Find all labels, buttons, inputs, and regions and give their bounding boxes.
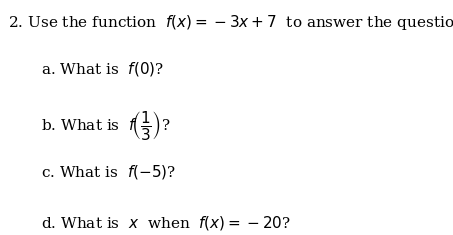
Text: b. What is  $f\!\left(\dfrac{1}{3}\right)$?: b. What is $f\!\left(\dfrac{1}{3}\right)… — [41, 109, 170, 142]
Text: d. What is  $x$  when  $f(x) = -20$?: d. What is $x$ when $f(x) = -20$? — [41, 214, 291, 232]
Text: 2. Use the function  $f(x) = -3x + 7$  to answer the questions.: 2. Use the function $f(x) = -3x + 7$ to … — [8, 13, 453, 32]
Text: c. What is  $f(-5)$?: c. What is $f(-5)$? — [41, 163, 176, 181]
Text: a. What is  $f(0)$?: a. What is $f(0)$? — [41, 60, 164, 78]
